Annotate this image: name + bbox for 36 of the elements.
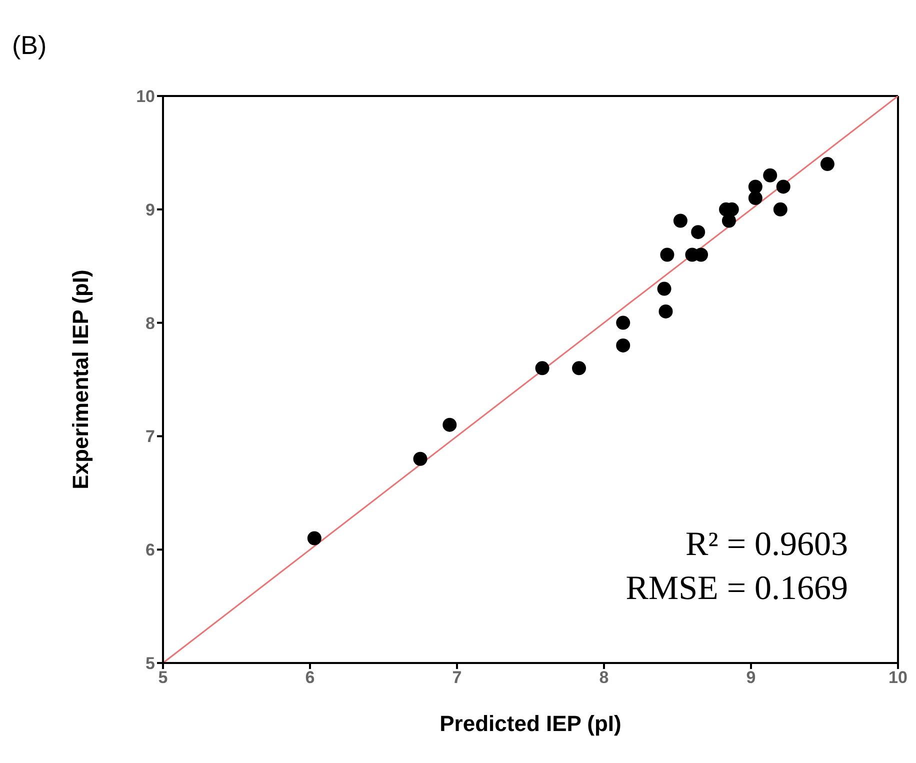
point	[763, 168, 778, 182]
y-tick-label: 7	[146, 427, 155, 446]
x-tick-label: 5	[158, 668, 168, 688]
x-tick-label: 10	[888, 668, 908, 688]
y-tick-label: 6	[146, 540, 155, 560]
point	[773, 202, 788, 216]
point	[673, 214, 688, 228]
point	[572, 361, 586, 376]
point	[658, 304, 673, 318]
point	[722, 214, 736, 228]
point	[307, 531, 322, 546]
x-tick-label: 8	[599, 668, 609, 688]
x-axis-title: Predicted IEP (pI)	[440, 711, 622, 736]
point	[616, 316, 630, 330]
point	[413, 452, 428, 466]
x-tick-label: 9	[746, 668, 756, 688]
point	[820, 157, 834, 172]
point	[442, 418, 457, 432]
point	[616, 338, 630, 352]
point	[776, 180, 790, 194]
point	[660, 248, 674, 262]
y-tick-label: 5	[146, 654, 155, 674]
x-tick-label: 6	[305, 668, 315, 688]
y-tick-label: 9	[146, 200, 155, 220]
point	[535, 361, 550, 376]
point	[748, 191, 762, 206]
annotation: RMSE = 0.1669	[624, 569, 848, 609]
point	[748, 180, 762, 194]
point	[657, 282, 672, 296]
y-axis-title: Experimental IEP (pI)	[68, 270, 93, 490]
x-tick-label: 7	[452, 668, 462, 688]
y-tick-label: 8	[146, 314, 155, 333]
y-tick-label: 10	[136, 87, 155, 106]
point	[691, 225, 706, 240]
text: (B)	[12, 30, 47, 61]
annotation: R² = 0.9603	[684, 525, 848, 565]
